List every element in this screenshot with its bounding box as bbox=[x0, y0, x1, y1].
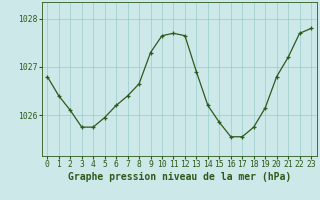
X-axis label: Graphe pression niveau de la mer (hPa): Graphe pression niveau de la mer (hPa) bbox=[68, 172, 291, 182]
